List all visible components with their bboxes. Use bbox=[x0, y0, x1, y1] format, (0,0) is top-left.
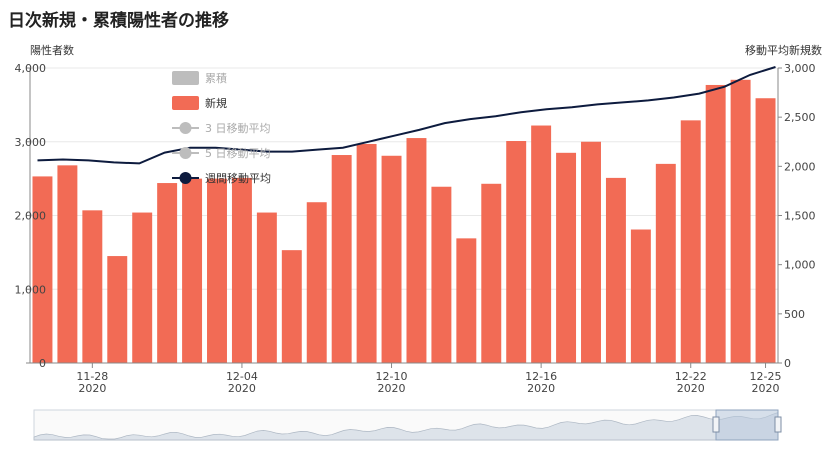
bar-11-28[interactable] bbox=[82, 210, 103, 363]
x-tick-year-label: 2020 bbox=[228, 382, 256, 395]
legend-label-3日移動平均: 3 日移動平均 bbox=[205, 121, 271, 135]
x-tick-year-label: 2020 bbox=[527, 382, 555, 395]
legend-marker-週間移動平均[interactable] bbox=[179, 172, 192, 184]
bar-12-09[interactable] bbox=[356, 143, 377, 363]
line-layer bbox=[37, 66, 776, 165]
bar-12-03[interactable] bbox=[207, 178, 227, 363]
legend-swatch-新規[interactable] bbox=[172, 96, 199, 110]
x-tick-year-label: 2020 bbox=[78, 382, 106, 395]
y-tick-right-label: 1,500 bbox=[784, 210, 816, 223]
legend-label-新規: 新規 bbox=[205, 96, 227, 110]
bar-12-20[interactable] bbox=[630, 229, 651, 363]
bar-11-27[interactable] bbox=[57, 165, 78, 363]
bar-12-19[interactable] bbox=[605, 177, 626, 363]
legend-marker-3日移動平均[interactable] bbox=[179, 122, 192, 134]
x-tick-year-label: 2020 bbox=[752, 382, 780, 395]
bar-12-18[interactable] bbox=[581, 141, 601, 363]
bar-12-05[interactable] bbox=[256, 212, 277, 363]
bar-12-06[interactable] bbox=[281, 250, 302, 363]
bar-12-10[interactable] bbox=[381, 155, 402, 363]
x-tick-year-label: 2020 bbox=[378, 382, 406, 395]
x-tick-label: 12-22 bbox=[675, 370, 707, 383]
bar-12-15[interactable] bbox=[506, 141, 527, 363]
legend-label-累積: 累積 bbox=[205, 71, 227, 85]
bar-12-16[interactable] bbox=[531, 125, 552, 364]
y-axis-right-title: 移動平均新規数 bbox=[745, 43, 822, 57]
y-tick-left-label: 1,000 bbox=[15, 283, 47, 296]
y-tick-right-label: 0 bbox=[784, 357, 791, 370]
y-tick-right-label: 3,000 bbox=[784, 62, 816, 75]
navigator-area bbox=[33, 412, 779, 441]
x-tick-label: 12-25 bbox=[750, 370, 782, 383]
legend-label-週間移動平均: 週間移動平均 bbox=[205, 171, 271, 185]
y-axis-left-title: 陽性者数 bbox=[30, 43, 74, 57]
bar-11-30[interactable] bbox=[132, 212, 153, 363]
moving-average-line bbox=[37, 66, 776, 165]
bar-12-04[interactable] bbox=[231, 177, 252, 363]
y-tick-left-label: 0 bbox=[39, 357, 46, 370]
bar-11-26[interactable] bbox=[32, 176, 53, 363]
bar-12-08[interactable] bbox=[331, 155, 352, 363]
navigator-handle-left[interactable] bbox=[712, 416, 720, 433]
y-tick-left-label: 3,000 bbox=[15, 136, 47, 149]
y-tick-left-label: 2,000 bbox=[15, 210, 47, 223]
legend-swatch-累積[interactable] bbox=[172, 71, 199, 85]
navigator-handle-right[interactable] bbox=[774, 416, 782, 433]
bar-12-01[interactable] bbox=[157, 183, 178, 363]
bars-layer bbox=[32, 79, 776, 364]
x-tick-year-label: 2020 bbox=[677, 382, 705, 395]
bar-12-13[interactable] bbox=[456, 238, 477, 363]
bar-12-07[interactable] bbox=[306, 202, 327, 363]
x-tick-label: 11-28 bbox=[76, 370, 108, 383]
bar-12-17[interactable] bbox=[556, 152, 577, 363]
bar-12-25[interactable] bbox=[755, 98, 776, 364]
bar-12-24[interactable] bbox=[730, 79, 751, 364]
axes-layer: 0 1,000 2,000 3,000 4,000 0 500 1,000 1,500 2,000… bbox=[15, 43, 823, 395]
bar-12-14[interactable] bbox=[481, 183, 502, 363]
y-tick-right-label: 2,500 bbox=[784, 111, 816, 124]
bar-12-12[interactable] bbox=[431, 186, 452, 363]
legend-label-5日移動平均: 5 日移動平均 bbox=[205, 146, 271, 160]
y-tick-right-label: 1,000 bbox=[784, 259, 816, 272]
y-tick-right-label: 500 bbox=[784, 308, 805, 321]
x-tick-label: 12-16 bbox=[525, 370, 557, 383]
bar-12-02[interactable] bbox=[182, 178, 203, 363]
bar-11-29[interactable] bbox=[107, 256, 128, 363]
y-tick-left-label: 4,000 bbox=[15, 62, 47, 75]
y-tick-right-label: 2,000 bbox=[784, 160, 816, 173]
bar-12-23[interactable] bbox=[705, 84, 726, 364]
x-tick-label: 12-04 bbox=[226, 370, 258, 383]
page-title: 日次新規・累積陽性者の推移 bbox=[8, 11, 229, 31]
legend-marker-5日移動平均[interactable] bbox=[179, 147, 192, 159]
navigator-window[interactable] bbox=[715, 409, 779, 441]
x-tick-label: 12-10 bbox=[376, 370, 408, 383]
bar-12-21[interactable] bbox=[655, 163, 676, 363]
navigator[interactable] bbox=[33, 409, 782, 441]
bar-12-22[interactable] bbox=[680, 120, 701, 363]
bar-12-11[interactable] bbox=[406, 138, 427, 363]
